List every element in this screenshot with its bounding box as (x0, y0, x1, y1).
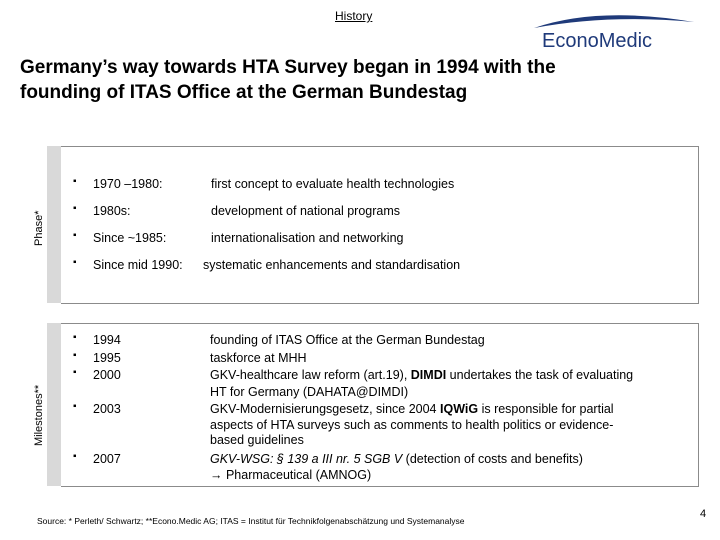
phase-text: internationalisation and networking (211, 231, 404, 245)
phase-side-bar (47, 146, 61, 303)
section-label: History (335, 9, 373, 23)
phase-text: first concept to evaluate health technol… (211, 177, 455, 191)
page-number: 4 (700, 508, 707, 520)
phase-text: systematic enhancements and standardisat… (203, 258, 461, 272)
bullet-icon: ▪ (73, 451, 77, 462)
econo-medic-logo: EconoMedic (528, 12, 700, 52)
bullet-icon: ▪ (73, 257, 77, 268)
milestones-side-bar (47, 323, 61, 486)
milestone-text-2000-cont: HT for Germany (DAHATA@DIMDI) (210, 385, 409, 399)
bullet-icon: ▪ (73, 332, 77, 343)
phase-period: Since ~1985: (93, 231, 167, 245)
phase-label: Phase* (33, 210, 45, 246)
phase-box (61, 146, 699, 304)
milestone-text-2007-cont: → Pharmaceutical (AMNOG) (210, 468, 372, 482)
bullet-icon: ▪ (73, 401, 77, 412)
logo-text: EconoMedic (542, 30, 653, 52)
bullet-icon: ▪ (73, 350, 77, 361)
milestone-text-2007: GKV-WSG: § 139 a III nr. 5 SGB V (detect… (210, 452, 583, 466)
milestone-text-2003: GKV-Modernisierungsgesetz, since 2004 IQ… (210, 402, 614, 416)
title-line-2: founding of ITAS Office at the German Bu… (20, 82, 468, 103)
milestone-year: 2000 (93, 368, 121, 382)
bullet-icon: ▪ (73, 230, 77, 241)
milestone-text-1995: taskforce at MHH (210, 351, 307, 365)
milestones-label: Milestones** (33, 384, 45, 446)
bullet-icon: ▪ (73, 176, 77, 187)
phase-period: 1980s: (93, 204, 131, 218)
phase-period: Since mid 1990: (93, 258, 183, 272)
milestone-text-1994: founding of ITAS Office at the German Bu… (210, 333, 485, 347)
milestone-text-2003-cont2: based guidelines (210, 433, 304, 447)
milestones-box (61, 323, 699, 487)
bullet-icon: ▪ (73, 367, 77, 378)
milestone-text-2003-cont: aspects of HTA surveys such as comments … (210, 418, 614, 432)
phase-text: development of national programs (211, 204, 401, 218)
title-line-1: Germany’s way towards HTA Survey began i… (20, 57, 556, 78)
slide-title: Germany’s way towards HTA Survey began i… (20, 55, 700, 105)
milestone-year: 2003 (93, 402, 121, 416)
milestone-year: 1995 (93, 351, 121, 365)
milestone-year: 1994 (93, 333, 121, 347)
source-footnote: Source: * Perleth/ Schwartz; **Econo.Med… (37, 516, 465, 526)
milestone-year: 2007 (93, 452, 121, 466)
milestone-text-2000: GKV-healthcare law reform (art.19), DIMD… (210, 368, 634, 382)
phase-period: 1970 –1980: (93, 177, 163, 191)
logo-swoosh-icon (534, 15, 694, 28)
bullet-icon: ▪ (73, 203, 77, 214)
